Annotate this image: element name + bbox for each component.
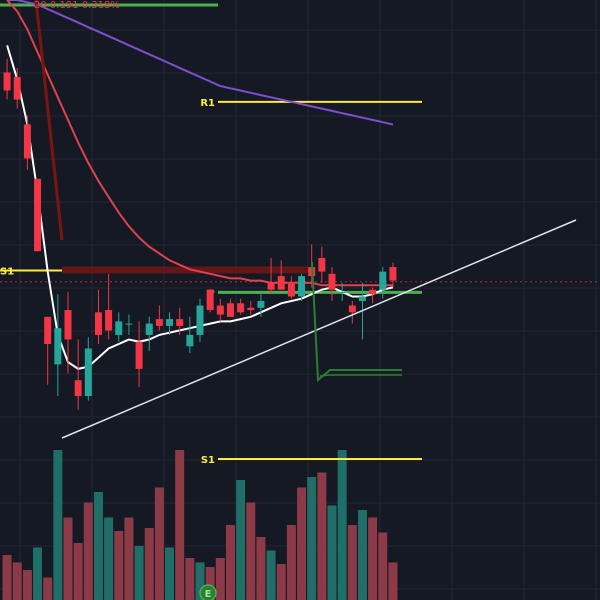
candle-body [328, 273, 336, 290]
candle-body [247, 307, 255, 311]
candle-body [64, 310, 72, 340]
volume-bar [73, 543, 83, 600]
volume-bar [114, 531, 124, 600]
candle-body [125, 323, 133, 325]
volume-bar [195, 562, 205, 600]
volume-bar [337, 450, 347, 600]
candle-body [54, 328, 62, 365]
volume-bar [83, 502, 93, 600]
candle-body [44, 316, 52, 344]
volume-bar [22, 570, 32, 600]
candle-body [3, 72, 11, 91]
volume-bar [368, 517, 378, 600]
candle-body [13, 76, 21, 100]
candle-body [369, 289, 377, 295]
candle-body [105, 310, 113, 331]
volume-bar [12, 562, 22, 600]
candle-body [348, 305, 356, 313]
volume-bar [104, 517, 114, 600]
candle-body [379, 271, 387, 290]
candle-body [186, 334, 194, 347]
volume-bar [378, 532, 388, 600]
earnings-label: E [205, 589, 212, 600]
earnings-icon[interactable] [199, 584, 217, 600]
volume-bar [297, 487, 307, 600]
candle-body [287, 282, 295, 297]
volume-bar [63, 517, 73, 600]
candle-body [389, 267, 397, 281]
volume-bar [43, 577, 53, 600]
volume-bar [276, 564, 286, 600]
candle-body [196, 305, 204, 335]
volume-bar [53, 450, 63, 600]
earnings-badge[interactable]: E [199, 584, 217, 600]
candle-body [226, 303, 234, 317]
candle-body [135, 341, 143, 369]
volume-bar [134, 546, 144, 600]
volume-bar [317, 472, 327, 600]
level-label: R1 [200, 98, 215, 109]
candle-body [94, 312, 102, 335]
volume-bar [33, 547, 43, 600]
ma-dark-line [34, 0, 64, 241]
candle-body [338, 291, 346, 293]
candle-body [115, 321, 123, 335]
candle-body [145, 323, 153, 335]
candle-body [267, 282, 275, 290]
volume-bar [225, 525, 235, 600]
volume-bar [347, 525, 357, 600]
volume-bar [93, 492, 103, 600]
candle-body [166, 319, 174, 326]
level-label: S1 [0, 266, 14, 277]
level-label: S1 [201, 455, 215, 466]
candle-body [298, 276, 306, 297]
volume-bar [2, 555, 12, 600]
candle-body [34, 178, 42, 252]
volume-bar [185, 558, 195, 600]
candle-body [206, 289, 214, 311]
candle-body [84, 348, 92, 397]
volume-bar [266, 550, 276, 600]
candle-body [318, 258, 326, 272]
volume-bar [165, 547, 175, 600]
ma-long-line [7, 0, 394, 126]
volume-bar [215, 558, 225, 600]
volume-bar [124, 517, 134, 600]
volume-bar [357, 510, 367, 600]
pivot-levels[interactable]: R1S1PS1 [0, 3, 600, 466]
candle-body [257, 301, 265, 308]
volume-bar [256, 537, 266, 600]
candle-body [237, 303, 245, 313]
candle-body [176, 319, 184, 326]
candle-body [216, 305, 224, 315]
volume-bar [154, 487, 164, 600]
stop-line [319, 374, 402, 377]
volume-bar [246, 502, 256, 600]
candle-body [277, 276, 285, 290]
volume-bar [205, 567, 215, 600]
candle-body [155, 319, 163, 326]
volume-bar [175, 450, 185, 600]
trendline [61, 219, 577, 439]
volume-bar [388, 562, 398, 600]
candle-body [23, 124, 31, 159]
drawing-tools[interactable] [61, 219, 577, 439]
volume-bar [327, 505, 337, 600]
volume-pane [2, 450, 398, 600]
legend-header: 20 0.191 0.318% [34, 0, 120, 11]
volume-bar [144, 528, 154, 600]
volume-bar [286, 525, 296, 600]
resistance-zone [62, 266, 308, 274]
volume-bar [236, 480, 246, 600]
candle-body [358, 296, 366, 301]
volume-bar [307, 477, 317, 600]
candle-body [74, 380, 82, 397]
